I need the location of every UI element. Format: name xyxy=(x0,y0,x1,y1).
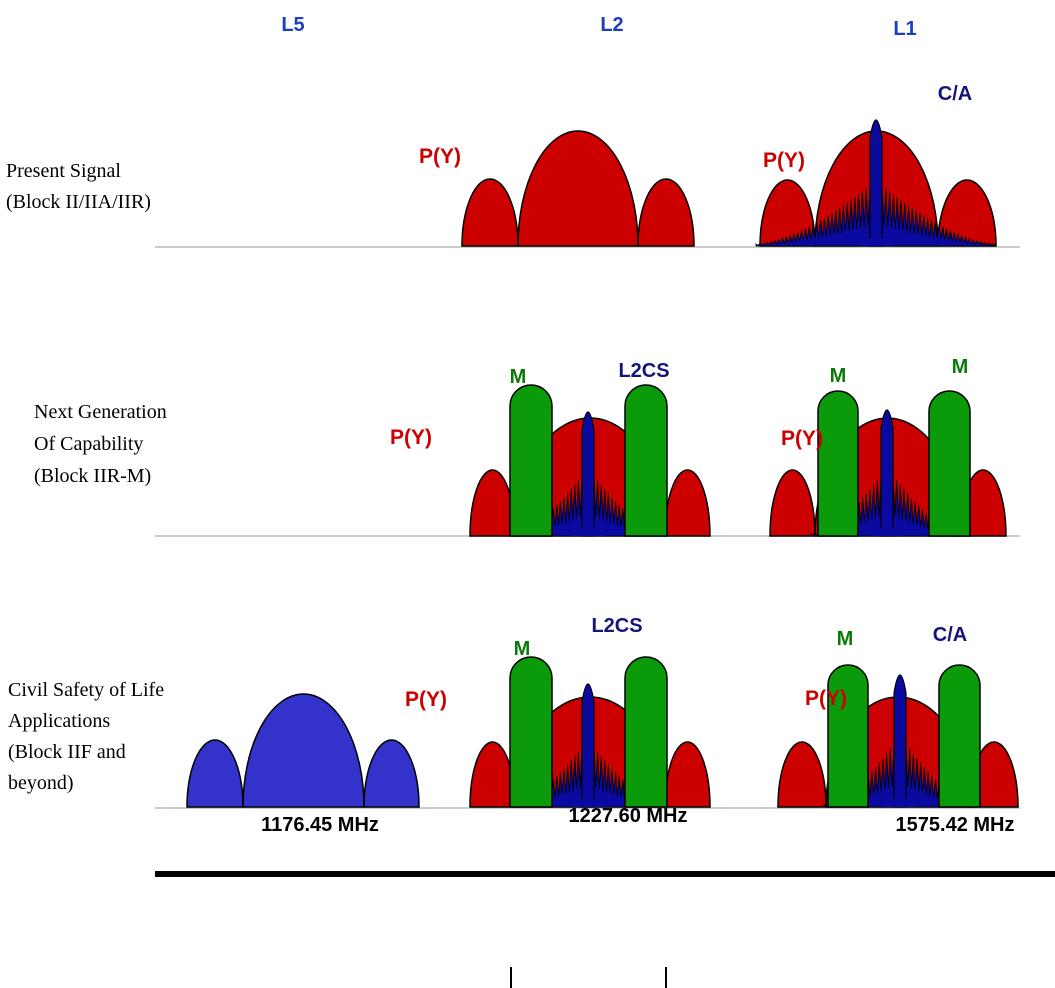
l2-py-sidelobe-left xyxy=(469,469,516,537)
l2-py-sidelobe-right xyxy=(664,469,711,537)
l2-m-lobe-left xyxy=(509,656,553,808)
l2-m-lobe-right xyxy=(624,656,668,808)
l2-cs-label: L2CS xyxy=(591,615,642,637)
l1-py-sidelobe-left xyxy=(769,469,816,537)
l2-m-label: M xyxy=(510,366,527,388)
row-label-line: Present Signal xyxy=(6,160,121,182)
row-next-generation-labels: P(Y) M L2CS P(Y) M M xyxy=(390,356,968,450)
l1-py-label: P(Y) xyxy=(781,427,823,450)
l5-mainlobe xyxy=(242,693,365,808)
l1-ca-label: C/A xyxy=(933,624,967,646)
l1-m-lobe-right xyxy=(938,664,981,808)
l2-py-sidelobe-left xyxy=(469,741,516,808)
l2-m-label: M xyxy=(514,638,531,660)
freq-label-l5: 1176.45 MHz xyxy=(261,814,379,836)
l2-m-lobe-right xyxy=(624,384,668,537)
row-label-line: (Block II/IIA/IIR) xyxy=(6,191,151,213)
l1-m-label: M xyxy=(837,628,854,650)
band-label-l1: L1 xyxy=(893,18,916,40)
l2-py-sidelobe-right xyxy=(637,178,695,247)
l2-py-sidelobe-left xyxy=(461,178,519,247)
l2-py-label: P(Y) xyxy=(405,688,447,711)
l2-py-label: P(Y) xyxy=(419,145,461,168)
row-label-line: beyond) xyxy=(8,772,74,794)
l1-m-left-label: M xyxy=(830,365,847,387)
row-present-labels: P(Y) P(Y) C/A xyxy=(419,83,972,172)
l2-py-mainlobe xyxy=(517,130,639,247)
row-label-present: Present Signal (Block II/IIA/IIR) xyxy=(6,160,151,213)
row-label-line: (Block IIR-M) xyxy=(34,465,151,487)
row-label-line: Next Generation xyxy=(34,401,167,423)
l1-py-sidelobe-right xyxy=(937,179,997,247)
l1-py-label: P(Y) xyxy=(805,687,847,710)
row-label-line: Of Capability xyxy=(34,433,143,455)
l2-py-sidelobe-right xyxy=(664,741,711,808)
frequency-axis xyxy=(155,871,1055,877)
l1-py-label: P(Y) xyxy=(763,149,805,172)
row-label-civil-safety: Civil Safety of Life Applications (Block… xyxy=(8,679,164,794)
band-label-l2: L2 xyxy=(600,14,623,36)
l1-m-lobe-left xyxy=(827,664,869,808)
signal-spectra xyxy=(186,119,1019,808)
freq-label-l1: 1575.42 MHz xyxy=(896,814,1015,836)
l2-py-label: P(Y) xyxy=(390,426,432,449)
l1-ca-label: C/A xyxy=(938,83,972,105)
l1-ca-signal xyxy=(755,119,997,247)
l1-m-lobe-left xyxy=(817,390,859,537)
l5-sidelobe-left xyxy=(186,739,244,808)
l2-cs-label: L2CS xyxy=(618,360,669,382)
freq-label-l2: 1227.60 MHz xyxy=(569,805,688,827)
l5-sidelobe-right xyxy=(363,739,420,808)
l1-m-right-label: M xyxy=(952,356,969,378)
row-label-next-generation: Next Generation Of Capability (Block IIR… xyxy=(34,401,167,487)
row-label-line: Applications xyxy=(8,710,110,732)
band-label-l5: L5 xyxy=(281,14,304,36)
l1-m-lobe-right xyxy=(928,390,971,537)
l2-m-lobe-left xyxy=(509,384,553,537)
row-label-line: (Block IIF and xyxy=(8,741,126,763)
row-label-line: Civil Safety of Life xyxy=(8,679,164,701)
row-civil-safety-labels: P(Y) M L2CS P(Y) M C/A xyxy=(405,615,967,711)
l1-py-sidelobe-left xyxy=(759,179,816,247)
l1-py-sidelobe-left xyxy=(777,741,827,808)
